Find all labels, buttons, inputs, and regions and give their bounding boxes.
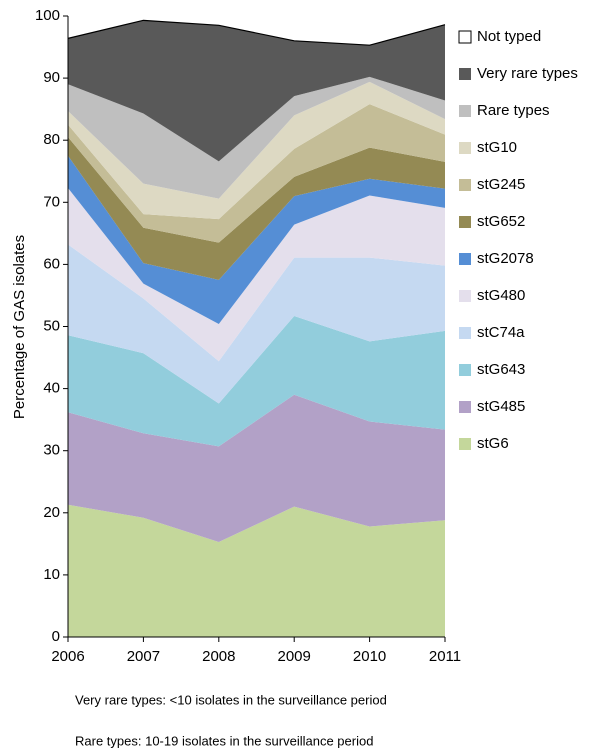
area — [68, 244, 445, 404]
x-tick-label: 2007 — [127, 648, 160, 665]
legend-label: Very rare types — [477, 65, 578, 82]
area — [68, 188, 445, 362]
area — [68, 137, 445, 280]
legend-label: Rare types — [477, 102, 550, 119]
y-axis-label: Percentage of GAS isolates — [11, 235, 28, 419]
x-tick-label: 2008 — [202, 648, 235, 665]
legend-label: stG480 — [477, 287, 525, 304]
legend-swatch — [459, 253, 471, 265]
legend-swatch — [459, 438, 471, 450]
legend-swatch — [459, 364, 471, 376]
legend-swatch — [459, 179, 471, 191]
legend-label: stG485 — [477, 398, 525, 415]
y-tick-label: 100 — [35, 7, 60, 24]
x-tick-label: 2006 — [51, 648, 84, 665]
legend-swatch — [458, 30, 472, 44]
legend-label: Not typed — [477, 28, 541, 45]
legend-label: stG643 — [477, 361, 525, 378]
legend-swatch — [459, 401, 471, 413]
area — [68, 504, 445, 637]
y-tick-label: 20 — [43, 504, 60, 521]
area — [68, 394, 445, 542]
legend-swatch — [459, 105, 471, 117]
y-tick-label: 0 — [52, 628, 60, 645]
legend-label: stC74a — [477, 324, 525, 341]
y-tick-label: 60 — [43, 255, 60, 272]
y-tick-label: 30 — [43, 442, 60, 459]
legend-label: stG245 — [477, 176, 525, 193]
legend-swatch — [459, 327, 471, 339]
legend-label: stG2078 — [477, 250, 534, 267]
area — [68, 16, 445, 46]
legend-swatch — [459, 68, 471, 80]
x-tick-label: 2009 — [278, 648, 311, 665]
note: Very rare types: <10 isolates in the sur… — [75, 692, 387, 707]
y-tick-label: 50 — [43, 317, 60, 334]
area — [68, 76, 445, 199]
legend-label: stG652 — [477, 213, 525, 230]
legend-swatch — [459, 290, 471, 302]
legend-swatch — [459, 216, 471, 228]
area — [68, 155, 445, 325]
area — [68, 104, 445, 243]
y-tick-label: 80 — [43, 131, 60, 148]
legend-label: stG6 — [477, 435, 509, 452]
y-tick-label: 70 — [43, 193, 60, 210]
boundary-line — [67, 19, 446, 46]
area — [68, 315, 445, 447]
x-tick-label: 2011 — [429, 648, 461, 665]
legend-swatch — [459, 142, 471, 154]
x-tick-label: 2010 — [353, 648, 386, 665]
y-tick-label: 40 — [43, 380, 60, 397]
y-tick-label: 90 — [43, 69, 60, 86]
y-tick-label: 10 — [43, 566, 60, 583]
legend-label: stG10 — [477, 139, 517, 156]
note: Rare types: 10-19 isolates in the survei… — [75, 733, 373, 748]
area — [68, 20, 445, 162]
